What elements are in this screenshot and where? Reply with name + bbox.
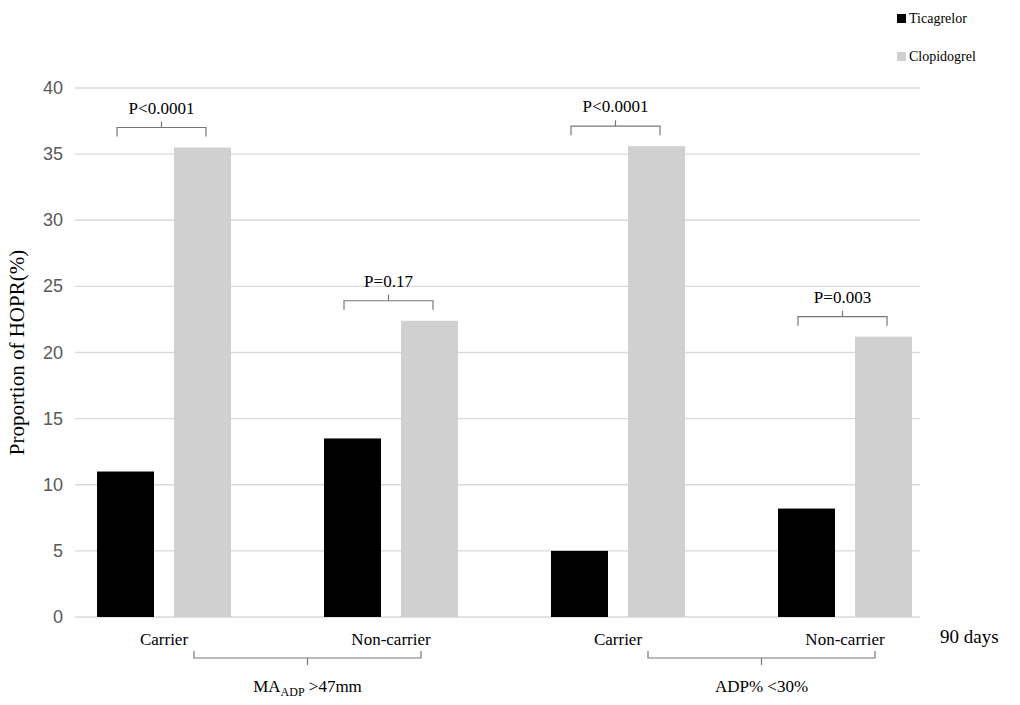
bar bbox=[855, 337, 912, 617]
group-label-sub: ADP bbox=[281, 685, 305, 699]
chart-container: 0 5 10 15 20 25 30 35 40 Proportion of HOPR(%) Car… bbox=[0, 0, 1020, 705]
group-bracket bbox=[194, 651, 421, 665]
y-tick-label: 25 bbox=[43, 276, 63, 296]
bar bbox=[628, 146, 685, 617]
y-tick-label: 30 bbox=[43, 210, 63, 230]
y-tick-label: 0 bbox=[53, 607, 63, 627]
group-bracket bbox=[648, 651, 875, 665]
annotation-bracket bbox=[344, 295, 433, 310]
group-label-part: MA bbox=[253, 677, 281, 696]
x-tick-label: Carrier bbox=[140, 630, 188, 649]
annotation-bracket bbox=[798, 311, 887, 326]
y-tick-label: 35 bbox=[43, 144, 63, 164]
group-label-part: ADP% <30% bbox=[715, 677, 808, 696]
legend: Ticagrelor Clopidogrel bbox=[897, 11, 976, 64]
grid-line bbox=[75, 87, 920, 88]
annotation: P=0.17 bbox=[364, 272, 413, 291]
legend-label: Ticagrelor bbox=[909, 11, 967, 26]
group-label: ADP% <30% bbox=[715, 677, 808, 696]
legend-swatch bbox=[897, 14, 906, 23]
annotation: P<0.0001 bbox=[583, 97, 649, 116]
y-tick-label: 5 bbox=[53, 541, 63, 561]
y-axis-label: Proportion of HOPR(%) bbox=[5, 250, 29, 455]
group-label: MAADP >47mm bbox=[253, 677, 362, 699]
y-tick-label: 10 bbox=[43, 475, 63, 495]
annotation-bracket bbox=[571, 120, 660, 135]
x-tick-label: Non-carrier bbox=[351, 630, 431, 649]
bar bbox=[778, 509, 835, 617]
x-tick-label: Carrier bbox=[594, 630, 642, 649]
x-note: 90 days bbox=[940, 626, 999, 647]
chart-svg: 0 5 10 15 20 25 30 35 40 Proportion of HOPR(%) Car… bbox=[0, 0, 1020, 705]
bar bbox=[551, 551, 608, 617]
bar bbox=[401, 321, 458, 617]
y-tick-label: 20 bbox=[43, 343, 63, 363]
bar bbox=[174, 148, 231, 617]
y-tick-label: 15 bbox=[43, 409, 63, 429]
y-tick-label: 40 bbox=[43, 78, 63, 98]
bar bbox=[97, 472, 154, 617]
legend-swatch bbox=[897, 52, 906, 61]
bars bbox=[97, 146, 912, 617]
group-label-part: >47mm bbox=[305, 677, 362, 696]
x-tick-label: Non-carrier bbox=[805, 630, 885, 649]
annotation-bracket bbox=[117, 122, 206, 137]
annotation: P<0.0001 bbox=[129, 99, 195, 118]
annotation: P=0.003 bbox=[814, 288, 871, 307]
legend-label: Clopidogrel bbox=[909, 49, 976, 64]
bar bbox=[324, 438, 381, 617]
